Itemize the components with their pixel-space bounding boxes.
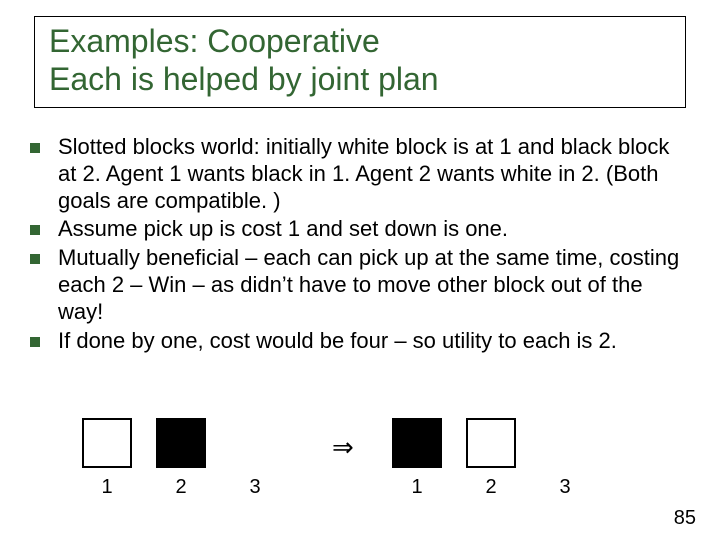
slot-label: 1 [82, 476, 132, 499]
slide-title-box: Examples: Cooperative Each is helped by … [34, 16, 686, 108]
bullet-marker-icon [30, 225, 40, 235]
black-block [156, 418, 206, 468]
title-line-1: Examples: Cooperative [49, 23, 380, 59]
bullet-item: If done by one, cost would be four – so … [30, 328, 690, 355]
bullet-item: Slotted blocks world: initially white bl… [30, 134, 690, 214]
bullet-list: Slotted blocks world: initially white bl… [30, 134, 690, 357]
slide-title: Examples: Cooperative Each is helped by … [49, 23, 671, 99]
slot-label: 3 [230, 476, 280, 499]
bullet-marker-icon [30, 337, 40, 347]
arrow-icon: ⇒ [332, 432, 354, 463]
bullet-marker-icon [30, 143, 40, 153]
white-block [466, 418, 516, 468]
bullet-text: Assume pick up is cost 1 and set down is… [58, 216, 690, 243]
bullet-marker-icon [30, 254, 40, 264]
page-number: 85 [674, 507, 696, 530]
slot-label: 1 [392, 476, 442, 499]
slot-label: 2 [156, 476, 206, 499]
title-line-2: Each is helped by joint plan [49, 61, 439, 97]
blocks-diagram: 1 2 3 ⇒ 1 2 3 [0, 418, 720, 538]
slot-label: 3 [540, 476, 590, 499]
bullet-text: Slotted blocks world: initially white bl… [58, 134, 690, 214]
black-block [392, 418, 442, 468]
bullet-item: Assume pick up is cost 1 and set down is… [30, 216, 690, 243]
bullet-text: If done by one, cost would be four – so … [58, 328, 690, 355]
slot-label: 2 [466, 476, 516, 499]
white-block [82, 418, 132, 468]
bullet-text: Mutually beneficial – each can pick up a… [58, 245, 690, 325]
bullet-item: Mutually beneficial – each can pick up a… [30, 245, 690, 325]
